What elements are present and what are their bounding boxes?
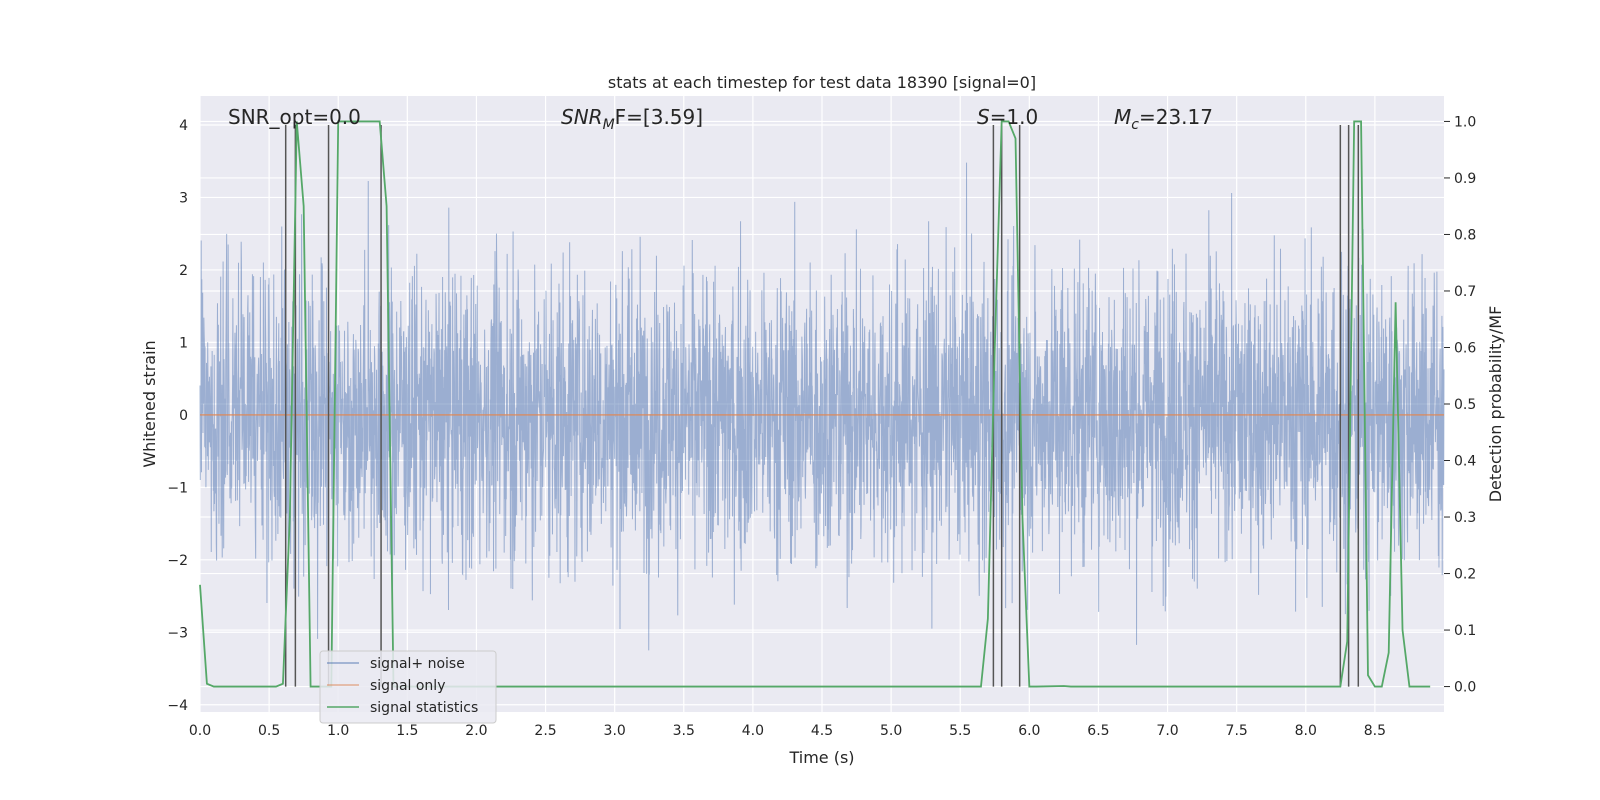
legend-label-signal-only: signal only bbox=[370, 678, 445, 694]
y2-tick-labels: 1.0 0.9 0.8 0.7 0.6 0.5 0.4 0.3 0.2 0.1 0.0 bbox=[1444, 114, 1476, 696]
signal-plus-noise-line bbox=[199, 162, 1445, 651]
x-axis-label: Time (s) bbox=[788, 748, 854, 767]
y2-tick-label: 0.5 bbox=[1454, 397, 1476, 413]
x-tick-label: 2.0 bbox=[465, 723, 487, 739]
annotation-mc: Mc=23.17 bbox=[1114, 105, 1213, 133]
y-tick-label: 2 bbox=[179, 263, 188, 279]
y-tick-label: 0 bbox=[179, 408, 188, 424]
y2-tick-label: 0.2 bbox=[1454, 567, 1476, 583]
annotation-snr-mf-main: SNR bbox=[561, 105, 603, 129]
x-tick-labels: 0.0 0.5 1.0 1.5 2.0 2.5 3.0 3.5 4.0 4.5 5.0 5.5 6.0 6… bbox=[189, 723, 1386, 739]
signal-plus-noise-series bbox=[199, 162, 1445, 651]
x-tick-label: 2.5 bbox=[534, 723, 556, 739]
x-tick-label: 6.0 bbox=[1018, 723, 1040, 739]
x-tick-label: 8.0 bbox=[1295, 723, 1317, 739]
x-tick-label: 3.0 bbox=[604, 723, 626, 739]
y-tick-label: 3 bbox=[179, 190, 188, 206]
y-tick-label: −1 bbox=[167, 480, 188, 496]
y2-tick-label: 0.4 bbox=[1454, 454, 1476, 470]
x-tick-label: 4.0 bbox=[742, 723, 764, 739]
y-axis-label: Whitened strain bbox=[140, 340, 159, 467]
y2-tick-label: 0.1 bbox=[1454, 623, 1476, 639]
annotation-s-rest: =1.0 bbox=[990, 105, 1039, 129]
legend-label-signal-statistics: signal statistics bbox=[370, 700, 478, 716]
y-tick-label: −3 bbox=[167, 625, 188, 641]
x-tick-label: 0.5 bbox=[258, 723, 280, 739]
y-tick-label: −2 bbox=[167, 553, 188, 569]
y2-axis-label: Detection probability/MF bbox=[1486, 306, 1505, 503]
x-tick-label: 7.5 bbox=[1226, 723, 1248, 739]
y-tick-label: −4 bbox=[167, 698, 188, 714]
annotation-s: S=1.0 bbox=[977, 105, 1038, 129]
y2-tick-label: 1.0 bbox=[1454, 114, 1476, 130]
chart-title: stats at each timestep for test data 183… bbox=[608, 73, 1036, 92]
x-tick-label: 4.5 bbox=[811, 723, 833, 739]
y2-tick-label: 0.3 bbox=[1454, 510, 1476, 526]
y-tick-labels: 4 3 2 1 0 −1 −2 −3 −4 bbox=[167, 118, 188, 714]
y-tick-label: 1 bbox=[179, 335, 188, 351]
annotation-snr-opt: SNR_opt=0.0 bbox=[228, 105, 361, 129]
x-tick-label: 1.5 bbox=[396, 723, 418, 739]
signal-statistics-line bbox=[199, 120, 1431, 688]
annotation-mc-rest: =23.17 bbox=[1139, 105, 1213, 129]
x-tick-label: 0.0 bbox=[189, 723, 211, 739]
x-tick-label: 1.0 bbox=[327, 723, 349, 739]
legend: signal+ noise signal only signal statist… bbox=[319, 650, 497, 724]
annotation-mc-var: M bbox=[1114, 105, 1131, 129]
annotation-s-var: S bbox=[977, 105, 990, 129]
y2-tick-label: 0.8 bbox=[1454, 227, 1476, 243]
x-tick-label: 7.0 bbox=[1156, 723, 1178, 739]
legend-label-signal-noise: signal+ noise bbox=[370, 656, 465, 672]
y2-tick-label: 0.6 bbox=[1454, 340, 1476, 356]
y-tick-label: 4 bbox=[179, 118, 188, 134]
annotation-mc-sub: c bbox=[1131, 117, 1139, 133]
x-tick-label: 5.5 bbox=[949, 723, 971, 739]
x-tick-label: 5.0 bbox=[880, 723, 902, 739]
y2-tick-label: 0.9 bbox=[1454, 171, 1476, 187]
annotation-snr-mf-sub: M bbox=[603, 117, 615, 133]
annotation-snr-mf: SNRMF=[3.59] bbox=[561, 105, 703, 133]
annotation-snr-mf-rest: F=[3.59] bbox=[615, 105, 703, 129]
x-tick-label: 6.5 bbox=[1087, 723, 1109, 739]
y2-tick-label: 0.7 bbox=[1454, 284, 1476, 300]
x-tick-label: 8.5 bbox=[1364, 723, 1386, 739]
legend-box bbox=[319, 650, 497, 724]
x-tick-label: 3.5 bbox=[673, 723, 695, 739]
y2-tick-label: 0.0 bbox=[1454, 680, 1476, 696]
